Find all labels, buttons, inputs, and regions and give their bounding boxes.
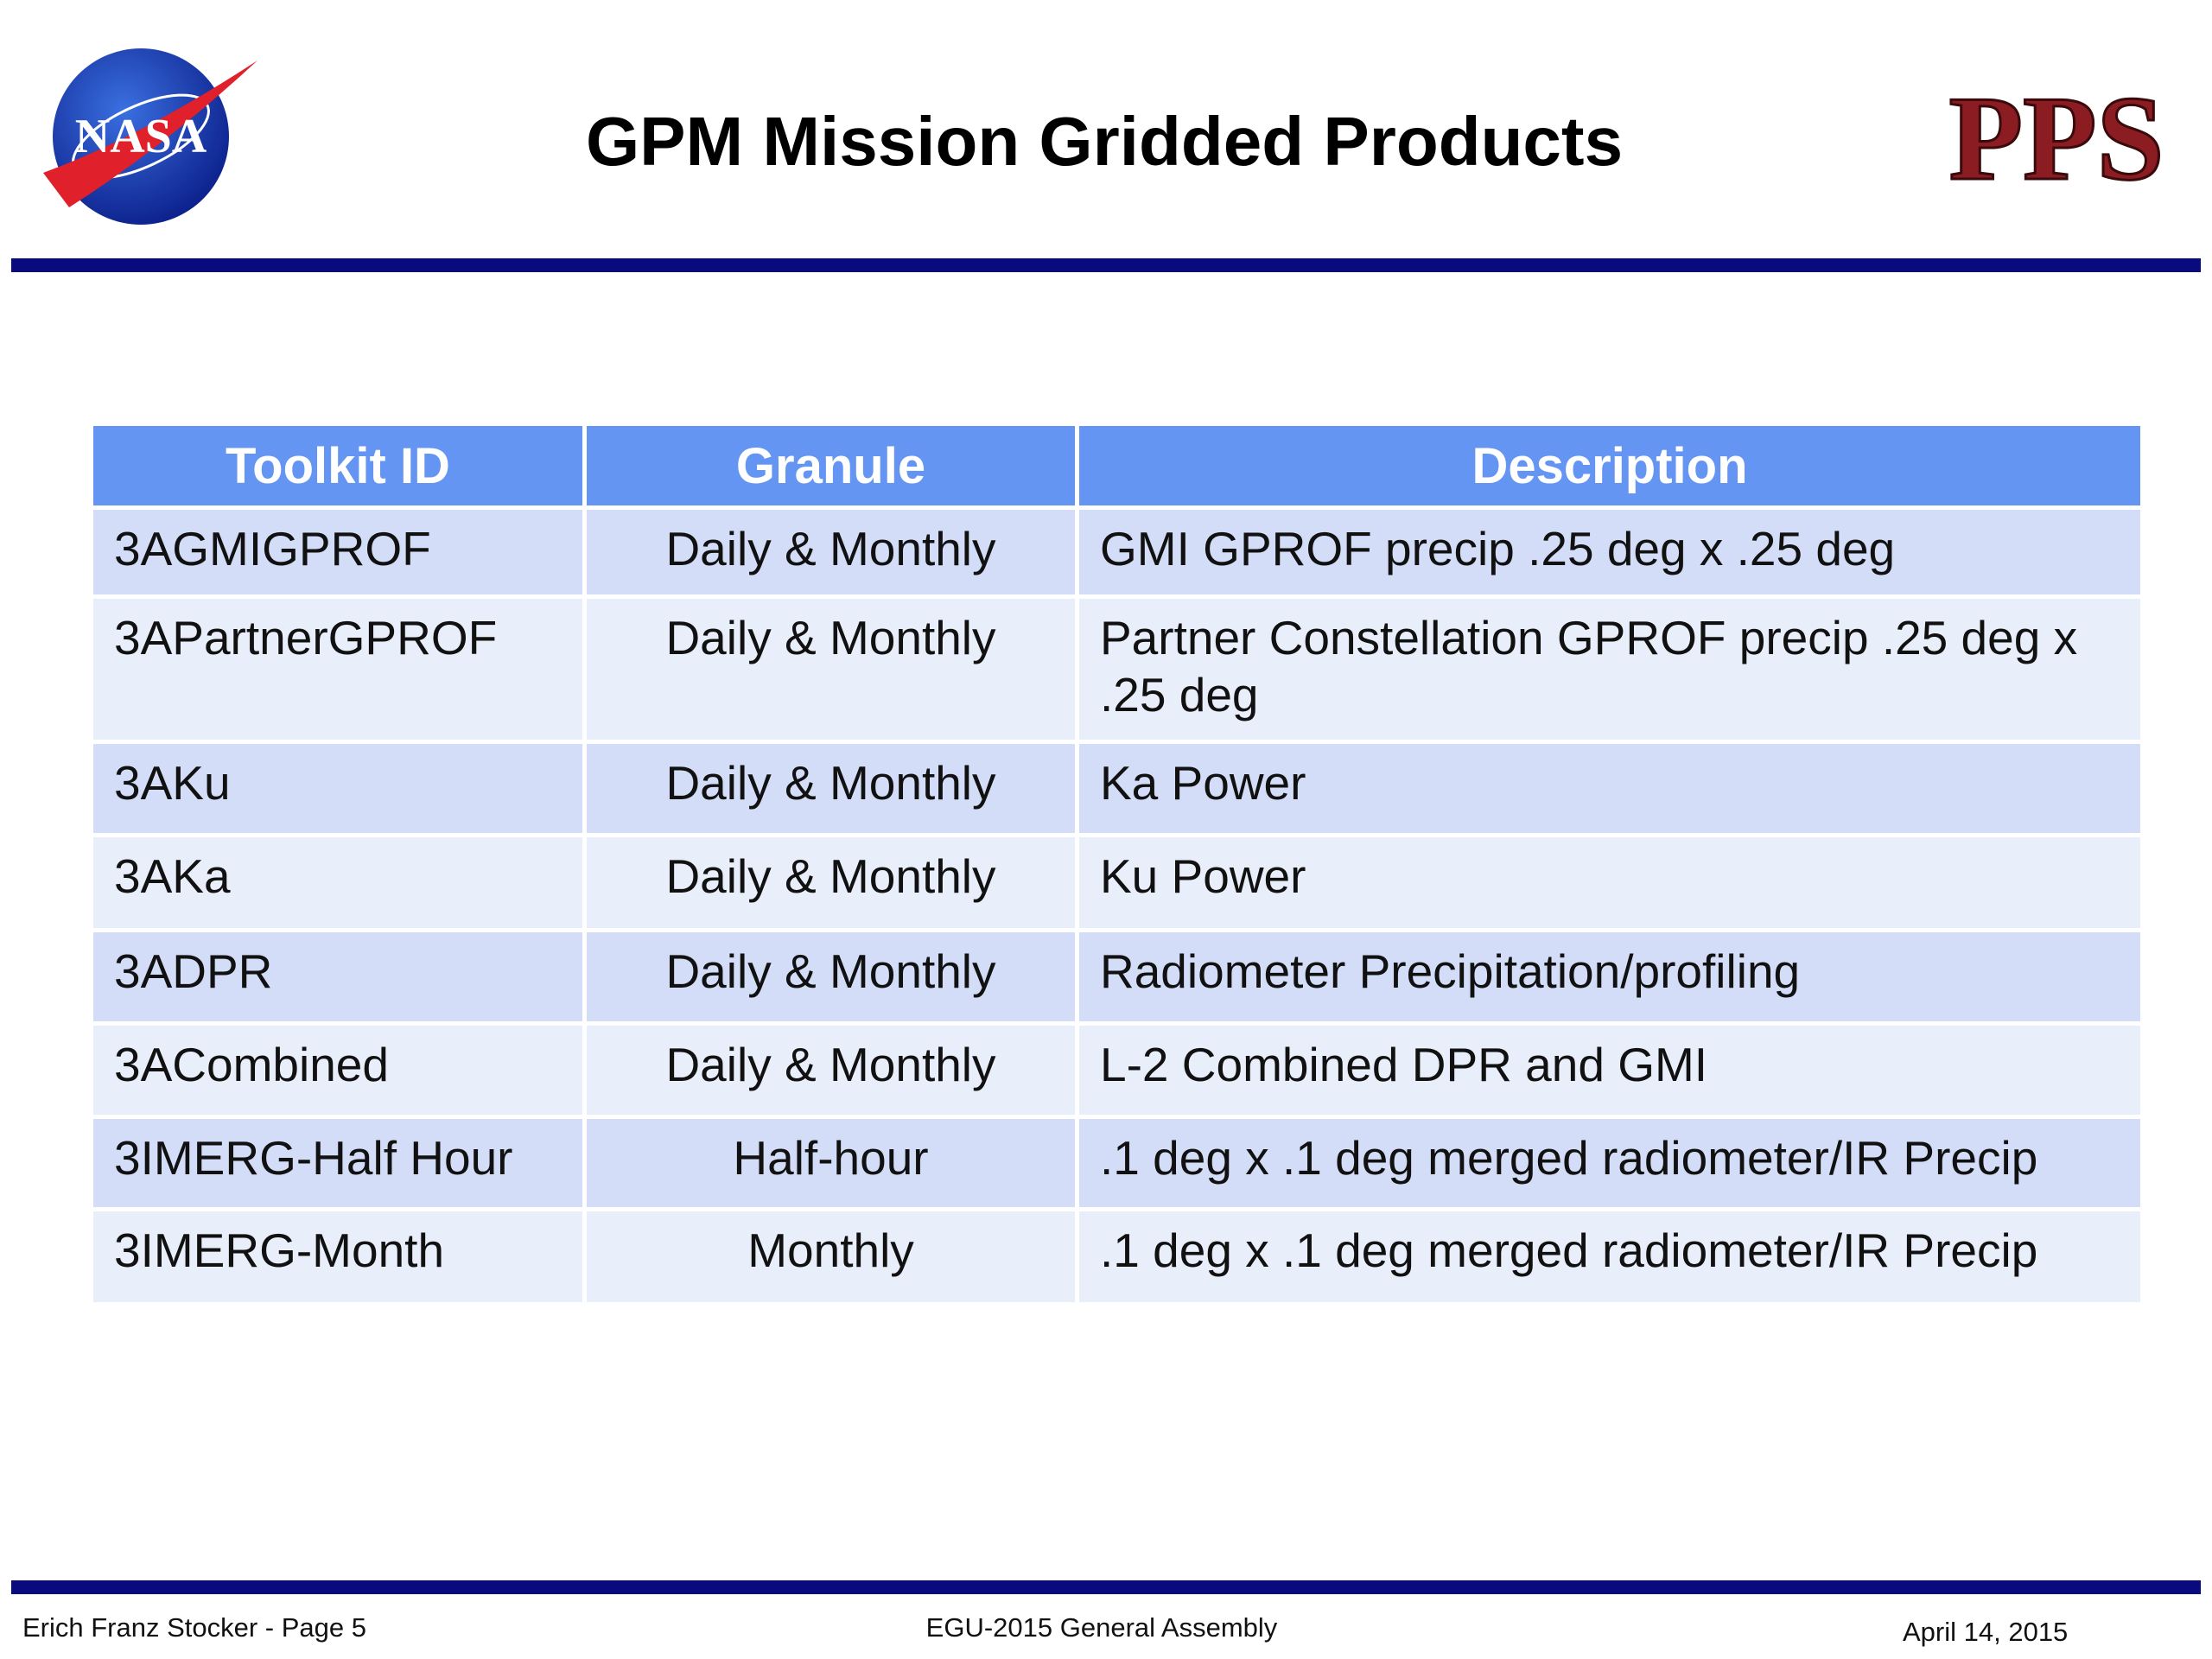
- table-row: 3ACombined Daily & Monthly L-2 Combined DP…: [93, 1026, 2140, 1115]
- table-cell: Daily & Monthly: [587, 837, 1075, 928]
- table-row: 3ADPR Daily & Monthly Radiometer Precipita…: [93, 932, 2140, 1021]
- table-row: 3IMERG-Month Monthly .1 deg x .1 deg merge…: [93, 1211, 2140, 1302]
- table-cell: Daily & Monthly: [587, 932, 1075, 1021]
- table-cell: Monthly: [587, 1211, 1075, 1302]
- table-cell: GMI GPROF precip .25 deg x .25 deg: [1079, 510, 2140, 594]
- table-cell: Partner Constellation GPROF precip .25 d…: [1079, 599, 2140, 740]
- pps-logo: PPS: [1948, 82, 2165, 203]
- table-cell: Daily & Monthly: [587, 744, 1075, 833]
- pps-text: PPS: [1949, 82, 2164, 203]
- slide-title: GPM Mission Gridded Products: [585, 103, 1624, 180]
- table-row: 3APartnerGPROF Daily & Monthly Partner Con…: [93, 599, 2140, 740]
- table-cell: 3AKu: [93, 744, 582, 833]
- footer-center: EGU-2015 General Assembly: [925, 1612, 1278, 1643]
- table-row: 3AKu Daily & Monthly Ka Power: [93, 744, 2140, 833]
- table-cell: Radiometer Precipitation/profiling: [1079, 932, 2140, 1021]
- footer-right: April 14, 2015: [1903, 1617, 2069, 1647]
- table-cell: 3IMERG-Month: [93, 1211, 582, 1302]
- table-row: 3IMERG-Half Hour Half-hour .1 deg x .1 deg…: [93, 1119, 2140, 1207]
- footer-left: Erich Franz Stocker - Page 5: [22, 1612, 366, 1643]
- table-cell: 3IMERG-Half Hour: [93, 1119, 582, 1207]
- column-header: Description: [1079, 426, 2140, 505]
- table-cell: 3AKa: [93, 837, 582, 928]
- table-cell: Daily & Monthly: [587, 510, 1075, 594]
- nasa-text: NASA: [75, 110, 207, 163]
- table-cell: Daily & Monthly: [587, 1026, 1075, 1115]
- table-cell: 3AGMIGPROF: [93, 510, 582, 594]
- table-cell: L-2 Combined DPR and GMI: [1079, 1026, 2140, 1115]
- table-cell: 3ADPR: [93, 932, 582, 1021]
- table-row: 3AKa Daily & Monthly Ku Power: [93, 837, 2140, 928]
- top-rule: [11, 258, 2201, 272]
- bottom-rule: [11, 1580, 2201, 1594]
- table-cell: Ku Power: [1079, 837, 2140, 928]
- products-table: Toolkit ID Granule Description 3AGMIGPROF D…: [89, 422, 2145, 1306]
- table-cell: 3APartnerGPROF: [93, 599, 582, 740]
- table-cell: .1 deg x .1 deg merged radiometer/IR Pre…: [1079, 1119, 2140, 1207]
- table-cell: .1 deg x .1 deg merged radiometer/IR Pre…: [1079, 1211, 2140, 1302]
- column-header: Toolkit ID: [93, 426, 582, 505]
- header-row: Toolkit ID Granule Description: [93, 426, 2140, 505]
- table-cell: 3ACombined: [93, 1026, 582, 1115]
- table-row: 3AGMIGPROF Daily & Monthly GMI GPROF preci…: [93, 510, 2140, 594]
- table-cell: Half-hour: [587, 1119, 1075, 1207]
- table-cell: Daily & Monthly: [587, 599, 1075, 740]
- nasa-logo: NASA: [43, 48, 257, 225]
- table-cell: Ka Power: [1079, 744, 2140, 833]
- column-header: Granule: [587, 426, 1075, 505]
